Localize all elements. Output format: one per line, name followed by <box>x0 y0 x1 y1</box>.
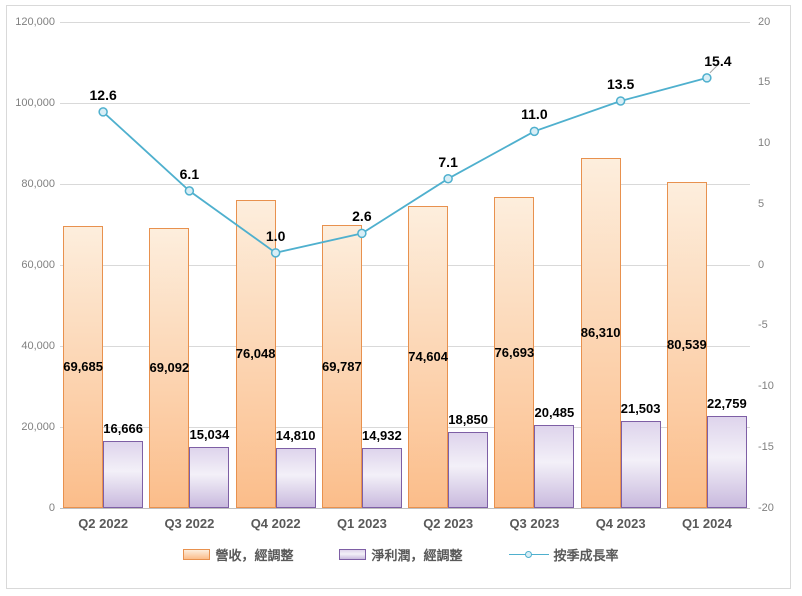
growth-line-swatch-icon <box>508 550 549 559</box>
category-label: Q1 2023 <box>336 516 387 531</box>
revenue-value-label: 74,604 <box>408 348 448 364</box>
gridline <box>60 426 750 428</box>
growth-value-label: 1.0 <box>265 227 286 244</box>
right-axis-tick-label: 15 <box>758 76 771 89</box>
growth-value-label: 6.1 <box>179 165 200 182</box>
right-axis-tick-label: -5 <box>758 319 768 332</box>
category-label: Q2 2023 <box>423 516 474 531</box>
growth-value-label: 15.4 <box>704 52 732 69</box>
category-label: Q3 2023 <box>509 516 560 531</box>
right-axis-tick-label: -20 <box>758 501 774 514</box>
revenue-value-label: 76,693 <box>494 344 535 360</box>
legend-item-profit: 淨利潤，經調整 <box>339 545 463 564</box>
revenue-swatch-icon <box>183 548 211 560</box>
right-axis-tick-label: -15 <box>758 440 774 453</box>
right-axis-tick-label: -10 <box>758 380 774 392</box>
legend-label-revenue: 營收，經調整 <box>215 547 294 563</box>
profit-bar <box>275 448 316 508</box>
left-axis-tick-label: 80,000 <box>21 177 55 190</box>
gridline <box>60 345 750 347</box>
left-axis-tick-label: 0 <box>48 501 55 514</box>
right-axis-tick-label: 10 <box>758 137 771 149</box>
left-axis-tick-label: 120,000 <box>15 15 55 28</box>
right-axis-tick-label: 20 <box>758 15 771 28</box>
profit-value-label: 16,666 <box>103 420 143 436</box>
revenue-bar <box>321 225 362 508</box>
x-axis-line <box>60 507 750 509</box>
growth-value-label: 13.5 <box>607 75 635 92</box>
profit-value-label: 18,850 <box>448 411 488 427</box>
profit-value-label: 22,759 <box>706 395 747 411</box>
category-label: Q4 2022 <box>250 516 301 531</box>
profit-value-label: 21,503 <box>620 400 661 416</box>
left-axis-tick-label: 20,000 <box>21 420 55 433</box>
growth-value-label: 2.6 <box>352 208 372 225</box>
gridline <box>60 183 750 185</box>
gridline <box>60 21 750 23</box>
growth-value-label: 7.1 <box>438 153 458 170</box>
revenue-bar <box>63 225 104 508</box>
profit-value-label: 14,932 <box>361 427 402 443</box>
legend-item-growth: 按季成長率 <box>508 545 619 564</box>
profit-value-label: 20,485 <box>534 405 575 421</box>
category-label: Q3 2022 <box>164 516 215 531</box>
left-axis-tick-label: 40,000 <box>21 339 55 352</box>
profit-bar <box>361 447 402 508</box>
revenue-bar <box>408 205 449 508</box>
revenue-bar <box>149 228 190 508</box>
category-label: Q4 2023 <box>595 516 646 531</box>
profit-bar <box>706 415 747 508</box>
revenue-value-label: 86,310 <box>580 325 621 341</box>
profit-swatch-icon <box>339 548 367 560</box>
revenue-value-label: 76,048 <box>235 346 276 361</box>
right-axis-tick-label: 5 <box>758 197 765 210</box>
gridline <box>60 264 750 266</box>
left-axis-tick-label: 60,000 <box>21 258 55 271</box>
profit-bar <box>620 420 661 508</box>
revenue-value-label: 69,092 <box>149 360 190 376</box>
category-label: Q2 2022 <box>78 516 129 531</box>
growth-value-label: 11.0 <box>521 106 548 123</box>
legend: 營收，經調整 淨利潤，經調整 按季成長率 <box>0 544 802 564</box>
gridline <box>60 102 750 104</box>
profit-bar <box>189 447 230 508</box>
right-axis-tick-label: 0 <box>758 258 765 271</box>
revenue-value-label: 69,787 <box>321 358 362 374</box>
left-axis-tick-label: 100,000 <box>15 96 55 109</box>
growth-value-label: 12.6 <box>89 86 117 103</box>
profit-value-label: 14,810 <box>275 428 316 444</box>
profit-bar <box>534 425 575 508</box>
profit-value-label: 15,034 <box>189 427 230 443</box>
profit-bar <box>448 431 489 508</box>
legend-label-growth: 按季成長率 <box>553 547 619 563</box>
revenue-value-label: 80,539 <box>666 336 707 352</box>
category-label: Q1 2024 <box>681 516 732 531</box>
legend-label-profit: 淨利潤，經調整 <box>371 547 463 563</box>
revenue-value-label: 69,685 <box>63 358 103 374</box>
legend-item-revenue: 營收，經調整 <box>183 545 293 564</box>
profit-bar <box>103 440 144 508</box>
